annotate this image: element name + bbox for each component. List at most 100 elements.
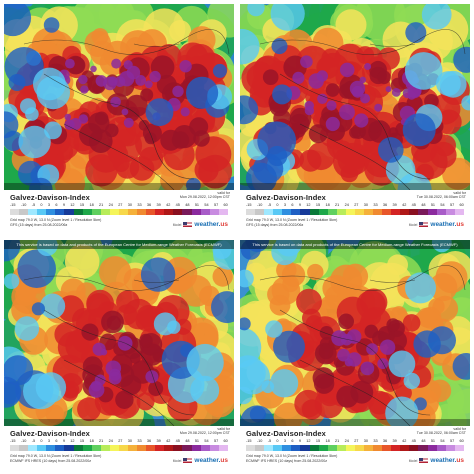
scale-label: 0 — [276, 439, 279, 443]
scale-label: 42 — [402, 439, 407, 443]
gdi-field — [4, 4, 234, 190]
scale-swatch — [146, 445, 156, 451]
scale-swatch — [354, 209, 365, 215]
forecast-map[interactable]: This service is based on data and produc… — [4, 4, 234, 190]
scale-label: 57 — [213, 203, 219, 207]
map-title: Galvez-Davison-Index — [10, 193, 90, 202]
weather-us-logo: weather.us — [430, 457, 464, 464]
model-run: GFS (15 days) from 25.08.2022/06z — [246, 222, 304, 227]
legend-area: Galvez-Davison-Index valid for Tue 30.08… — [240, 426, 470, 470]
scale-label: -5 — [267, 203, 272, 207]
scale-label: 12 — [70, 203, 75, 207]
valid-time: valid for Mon 29.08.2022, 12:00pm CST — [180, 191, 230, 200]
scale-label: 24 — [344, 203, 349, 207]
model-label: Model — [172, 222, 182, 227]
weather-us-logo: weather.us — [194, 221, 228, 228]
scale-swatch — [427, 445, 437, 451]
scale-label: 15 — [315, 203, 321, 207]
scale-label: 33 — [373, 203, 378, 207]
scale-swatch — [409, 209, 419, 215]
scale-label: -10 — [20, 439, 27, 443]
scale-label: 51 — [194, 439, 200, 443]
valid-label: valid for — [217, 191, 230, 195]
scale-swatch — [300, 209, 310, 215]
gdi-field — [240, 240, 470, 426]
scale-label: 12 — [306, 203, 311, 207]
scale-swatch — [82, 445, 92, 451]
scale-label: 21 — [335, 439, 340, 443]
scale-label: 6 — [291, 439, 294, 443]
scale-swatch — [73, 209, 83, 215]
scale-swatch — [418, 209, 428, 215]
map-panel-gfs-tue: This service is based on data and produc… — [240, 4, 470, 234]
scale-swatch — [128, 209, 138, 215]
scale-label: 45 — [411, 203, 416, 207]
scale-swatch — [182, 209, 192, 215]
forecast-map[interactable]: This service is based on data and produc… — [240, 4, 470, 190]
scale-label: 60 — [459, 439, 464, 443]
scale-label: 3 — [47, 439, 51, 443]
model-info: Grid map 79.0 W, 13.0 N (Zoom level 1 / … — [10, 218, 170, 227]
scale-swatch — [209, 445, 219, 451]
scale-swatch — [445, 209, 455, 215]
scale-swatch — [391, 209, 401, 215]
scale-swatch — [137, 209, 147, 215]
scale-label: 45 — [175, 439, 180, 443]
scale-label: 21 — [99, 203, 104, 207]
scale-label: 33 — [137, 439, 142, 443]
scale-label: 18 — [89, 439, 94, 443]
scale-labels: -15 -10 -5 0 3 6 9 12 15 18 21 24 27 30 33 36 39 42 45 48 51… — [246, 439, 464, 444]
scale-swatch — [418, 445, 428, 451]
model-label: Model — [172, 458, 182, 463]
scale-swatch — [454, 445, 464, 451]
valid-label: valid for — [453, 427, 466, 431]
scale-swatch — [200, 209, 210, 215]
brand[interactable]: Model weather.us — [409, 457, 464, 464]
scale-label: 9 — [62, 203, 65, 207]
scale-swatch — [64, 209, 74, 215]
scale-label: 15 — [315, 439, 321, 443]
scale-label: 27 — [354, 439, 359, 443]
scale-label: 51 — [430, 439, 436, 443]
us-flag-icon — [419, 222, 429, 227]
scale-label: 18 — [89, 203, 94, 207]
scale-label: 39 — [392, 203, 397, 207]
scale-swatch — [155, 209, 165, 215]
scale-swatch — [273, 445, 283, 451]
scale-label: 18 — [325, 439, 330, 443]
forecast-map[interactable]: This service is based on data and produc… — [4, 240, 234, 426]
scale-label: 54 — [440, 203, 445, 207]
scale-swatch — [109, 209, 119, 215]
scale-label: 18 — [325, 203, 330, 207]
brand[interactable]: Model weather.us — [173, 457, 228, 464]
scale-label: 54 — [440, 439, 445, 443]
scale-label: 48 — [185, 439, 190, 443]
scale-swatch — [309, 209, 319, 215]
brand[interactable]: Model weather.us — [409, 221, 464, 228]
scale-swatch — [336, 445, 346, 451]
scale-swatch — [382, 209, 392, 215]
legend-area: Galvez-Davison-Index valid for Tue 30.08… — [240, 190, 470, 234]
scale-labels: -15 -10 -5 0 3 6 9 12 15 18 21 24 27 30 33 36 39 42 45 48 51… — [10, 203, 228, 208]
scale-swatch — [46, 445, 56, 451]
scale-label: 51 — [194, 203, 200, 207]
scale-swatch — [282, 445, 292, 451]
scale-label: 24 — [108, 439, 113, 443]
scale-swatch — [336, 209, 346, 215]
grid-info: Grid map 79.0 W, 13.0 N (Zoom level 1 / … — [246, 218, 338, 222]
scale-swatch — [400, 209, 410, 215]
scale-label: 30 — [127, 203, 132, 207]
scale-label: 15 — [79, 203, 85, 207]
scale-swatch — [191, 445, 201, 451]
forecast-map[interactable]: This service is based on data and produc… — [240, 240, 470, 426]
scale-label: 24 — [108, 203, 113, 207]
scale-label: 39 — [392, 439, 397, 443]
scale-label: 3 — [283, 203, 287, 207]
scale-swatch — [19, 209, 29, 215]
scale-label: 42 — [402, 203, 407, 207]
scale-label: 54 — [204, 439, 209, 443]
valid-label: valid for — [217, 427, 230, 431]
scale-label: 27 — [118, 203, 123, 207]
scale-label: 36 — [382, 203, 388, 207]
brand[interactable]: Model weather.us — [173, 221, 228, 228]
